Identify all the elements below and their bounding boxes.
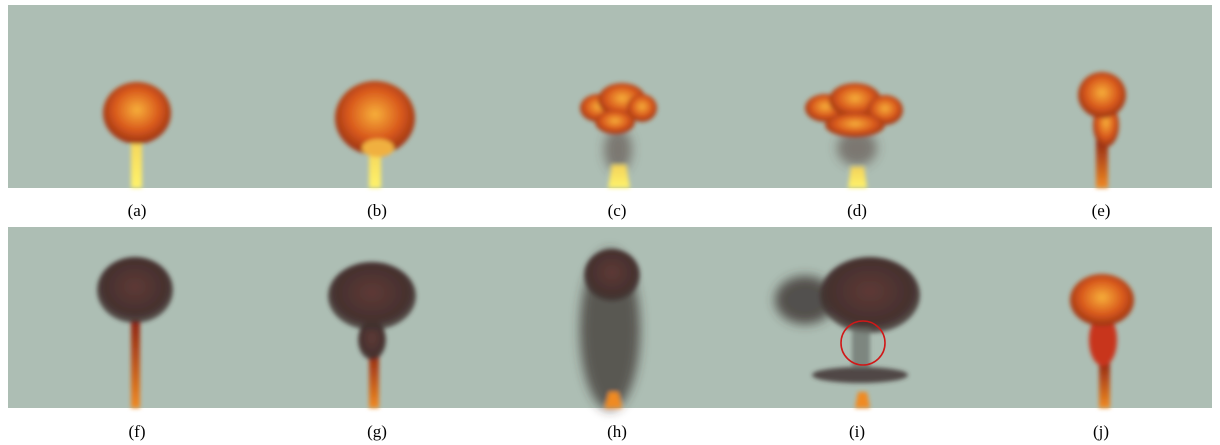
caption: (f)	[129, 422, 146, 441]
caption: (d)	[847, 201, 867, 220]
caption: (a)	[128, 201, 147, 220]
explosion-h	[580, 249, 640, 410]
caption: (j)	[1093, 422, 1109, 441]
caption: (g)	[367, 422, 387, 441]
caption: (b)	[367, 201, 387, 220]
figure: (a) (b) (c) (d) (e) (f) (g) (h) (i) (j)	[0, 0, 1220, 445]
caption: (h)	[607, 422, 627, 441]
caption: (c)	[608, 201, 627, 220]
page: (a)(b)(c)(d)(e)(f)(g)(h)(i)(j) (() => { …	[0, 0, 1220, 445]
caption: (i)	[849, 422, 865, 441]
caption: (e)	[1092, 201, 1111, 220]
